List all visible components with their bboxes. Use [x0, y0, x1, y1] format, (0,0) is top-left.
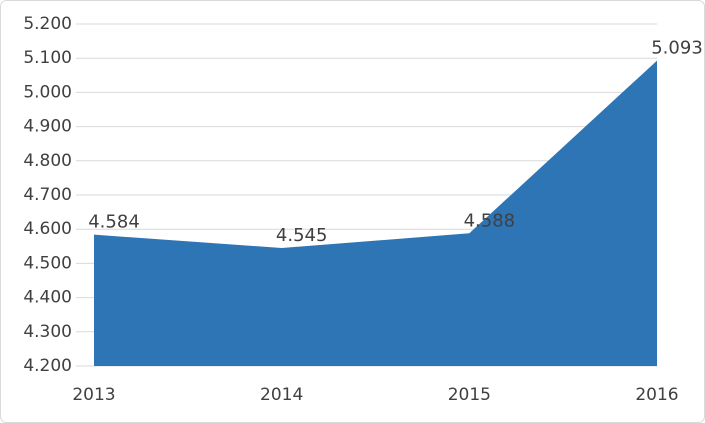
x-tick-label: 2014: [260, 385, 303, 405]
y-tick-label: 4.300: [23, 322, 72, 342]
y-tick-label: 4.700: [23, 185, 72, 205]
y-tick-label: 4.800: [23, 151, 72, 171]
data-label: 4.588: [464, 210, 516, 231]
x-tick-label: 2016: [635, 385, 678, 405]
y-tick-label: 4.900: [23, 117, 72, 137]
area: [94, 60, 657, 367]
y-tick-label: 5.100: [23, 48, 72, 68]
y-tick-label: 5.000: [23, 82, 72, 102]
data-label: 4.545: [276, 225, 328, 246]
data-label: 4.584: [88, 212, 140, 233]
y-tick-label: 4.600: [23, 219, 72, 239]
x-tick-label: 2013: [72, 385, 115, 405]
y-tick-label: 5.200: [23, 14, 72, 34]
data-label: 5.093: [651, 38, 703, 59]
x-tick-label: 2015: [448, 385, 491, 405]
y-tick-label: 4.200: [23, 356, 72, 376]
y-tick-label: 4.400: [23, 288, 72, 308]
y-tick-label: 4.500: [23, 253, 72, 273]
